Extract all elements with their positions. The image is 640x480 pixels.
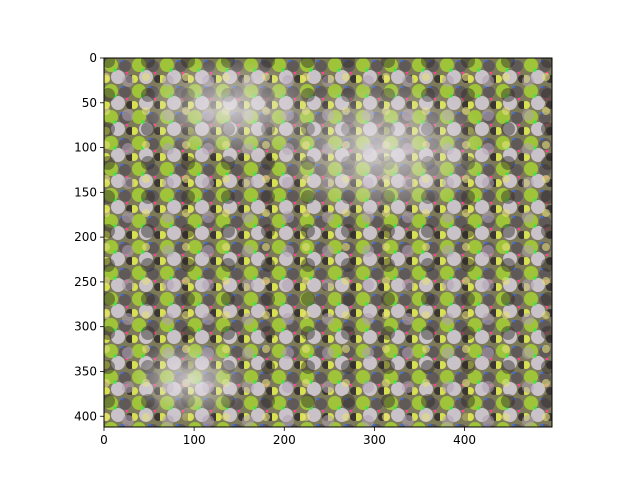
x-tick-label: 100: [183, 433, 206, 447]
y-tick-label: 250: [74, 275, 97, 289]
y-tick-label: 200: [74, 230, 97, 244]
x-tick-label: 300: [363, 433, 386, 447]
y-tick-label: 50: [82, 96, 97, 110]
image-plot: [104, 58, 552, 427]
y-axis: 0 50 100 150 200 250 300 350 400: [74, 51, 104, 423]
y-tick-label: 300: [74, 320, 97, 334]
x-axis: 0 100 200 300 400: [100, 427, 476, 447]
y-tick-label: 150: [74, 185, 97, 199]
y-tick-label: 400: [74, 409, 97, 423]
y-tick-label: 350: [74, 364, 97, 378]
y-tick-label: 100: [74, 141, 97, 155]
pale-region: [130, 340, 250, 420]
x-tick-label: 200: [273, 433, 296, 447]
x-tick-label: 400: [453, 433, 476, 447]
x-tick-label: 0: [100, 433, 108, 447]
pale-region: [270, 80, 490, 220]
y-tick-label: 0: [89, 51, 97, 65]
